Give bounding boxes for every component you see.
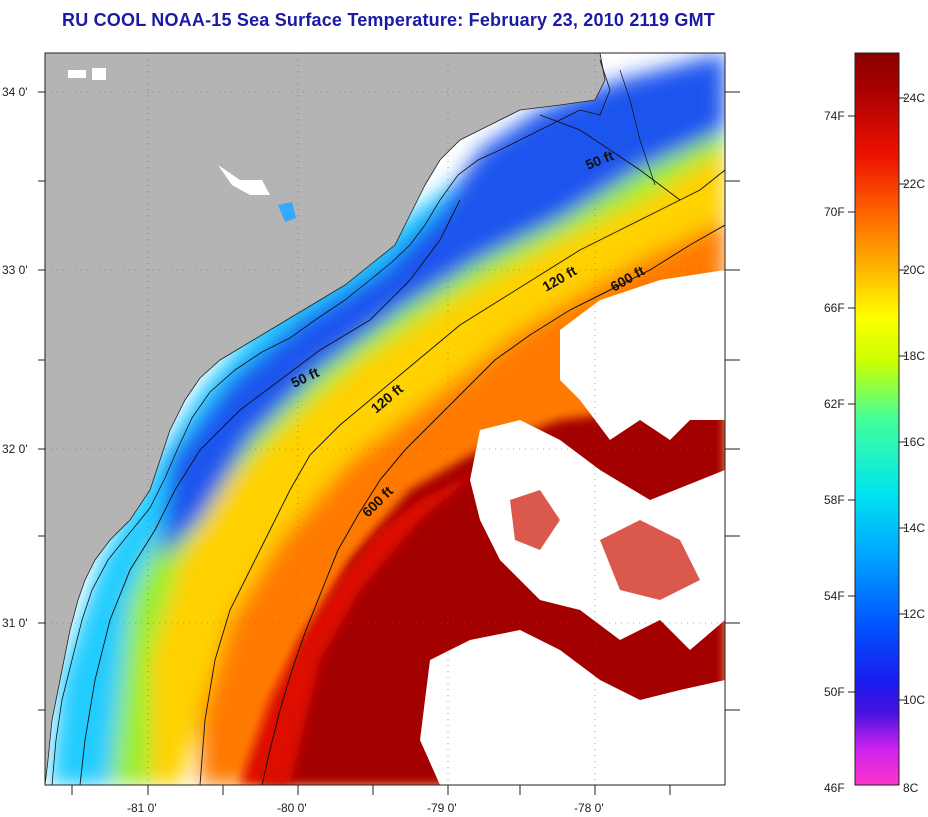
colorbar-c-12: 12C <box>903 607 926 621</box>
colorbar-f-54: 54F <box>824 589 845 603</box>
colorbar-ticks <box>848 97 906 701</box>
colorbar-f-58: 58F <box>824 493 845 507</box>
gulf-stream-edge <box>240 470 480 785</box>
colorbar-f-74: 74F <box>824 109 845 123</box>
colorbar-c-22: 22C <box>903 177 926 191</box>
colorbar-c-16: 16C <box>903 435 926 449</box>
isobath-600ft <box>261 224 725 785</box>
lon-label-79: -79 0' <box>427 801 457 815</box>
land-mass <box>45 53 606 785</box>
coastline <box>51 59 611 785</box>
sst-band-yellow <box>150 150 725 785</box>
sst-field <box>45 53 725 785</box>
colorbar-f-46: 46F <box>824 781 845 795</box>
graticule <box>45 53 725 785</box>
inland-water <box>68 68 296 222</box>
lat-label-32: 32 0' <box>2 442 28 456</box>
cloud-mask <box>420 270 725 785</box>
colorbar-f-66: 66F <box>824 301 845 315</box>
lon-label-78: -78 0' <box>574 801 604 815</box>
lat-label-34: 34 0' <box>2 85 28 99</box>
colorbar-f-50: 50F <box>824 685 845 699</box>
axis-ticks <box>38 91 740 795</box>
isobath-50ft <box>539 114 681 201</box>
lon-label-81: -81 0' <box>127 801 157 815</box>
colorbar-c-14: 14C <box>903 521 926 535</box>
lat-label-33: 33 0' <box>2 263 28 277</box>
isobath-50ft-south <box>79 199 461 785</box>
colorbar-f-62: 62F <box>824 397 845 411</box>
lon-label-80: -80 0' <box>277 801 307 815</box>
colorbar-f-70: 70F <box>824 205 845 219</box>
sst-band-blue <box>160 53 725 560</box>
colorbar-c-18: 18C <box>903 349 926 363</box>
colorbar-c-10: 10C <box>903 693 926 707</box>
isobath-120ft <box>199 169 725 785</box>
map-frame <box>44 52 726 786</box>
colorbar <box>854 52 900 786</box>
lat-label-31: 31 0' <box>2 616 28 630</box>
sst-band-cyan <box>50 70 725 785</box>
colorbar-c-24: 24C <box>903 91 926 105</box>
colorbar-c-8: 8C <box>903 781 919 795</box>
colorbar-c-20: 20C <box>903 263 926 277</box>
map-title: RU COOL NOAA-15 Sea Surface Temperature:… <box>62 10 715 30</box>
